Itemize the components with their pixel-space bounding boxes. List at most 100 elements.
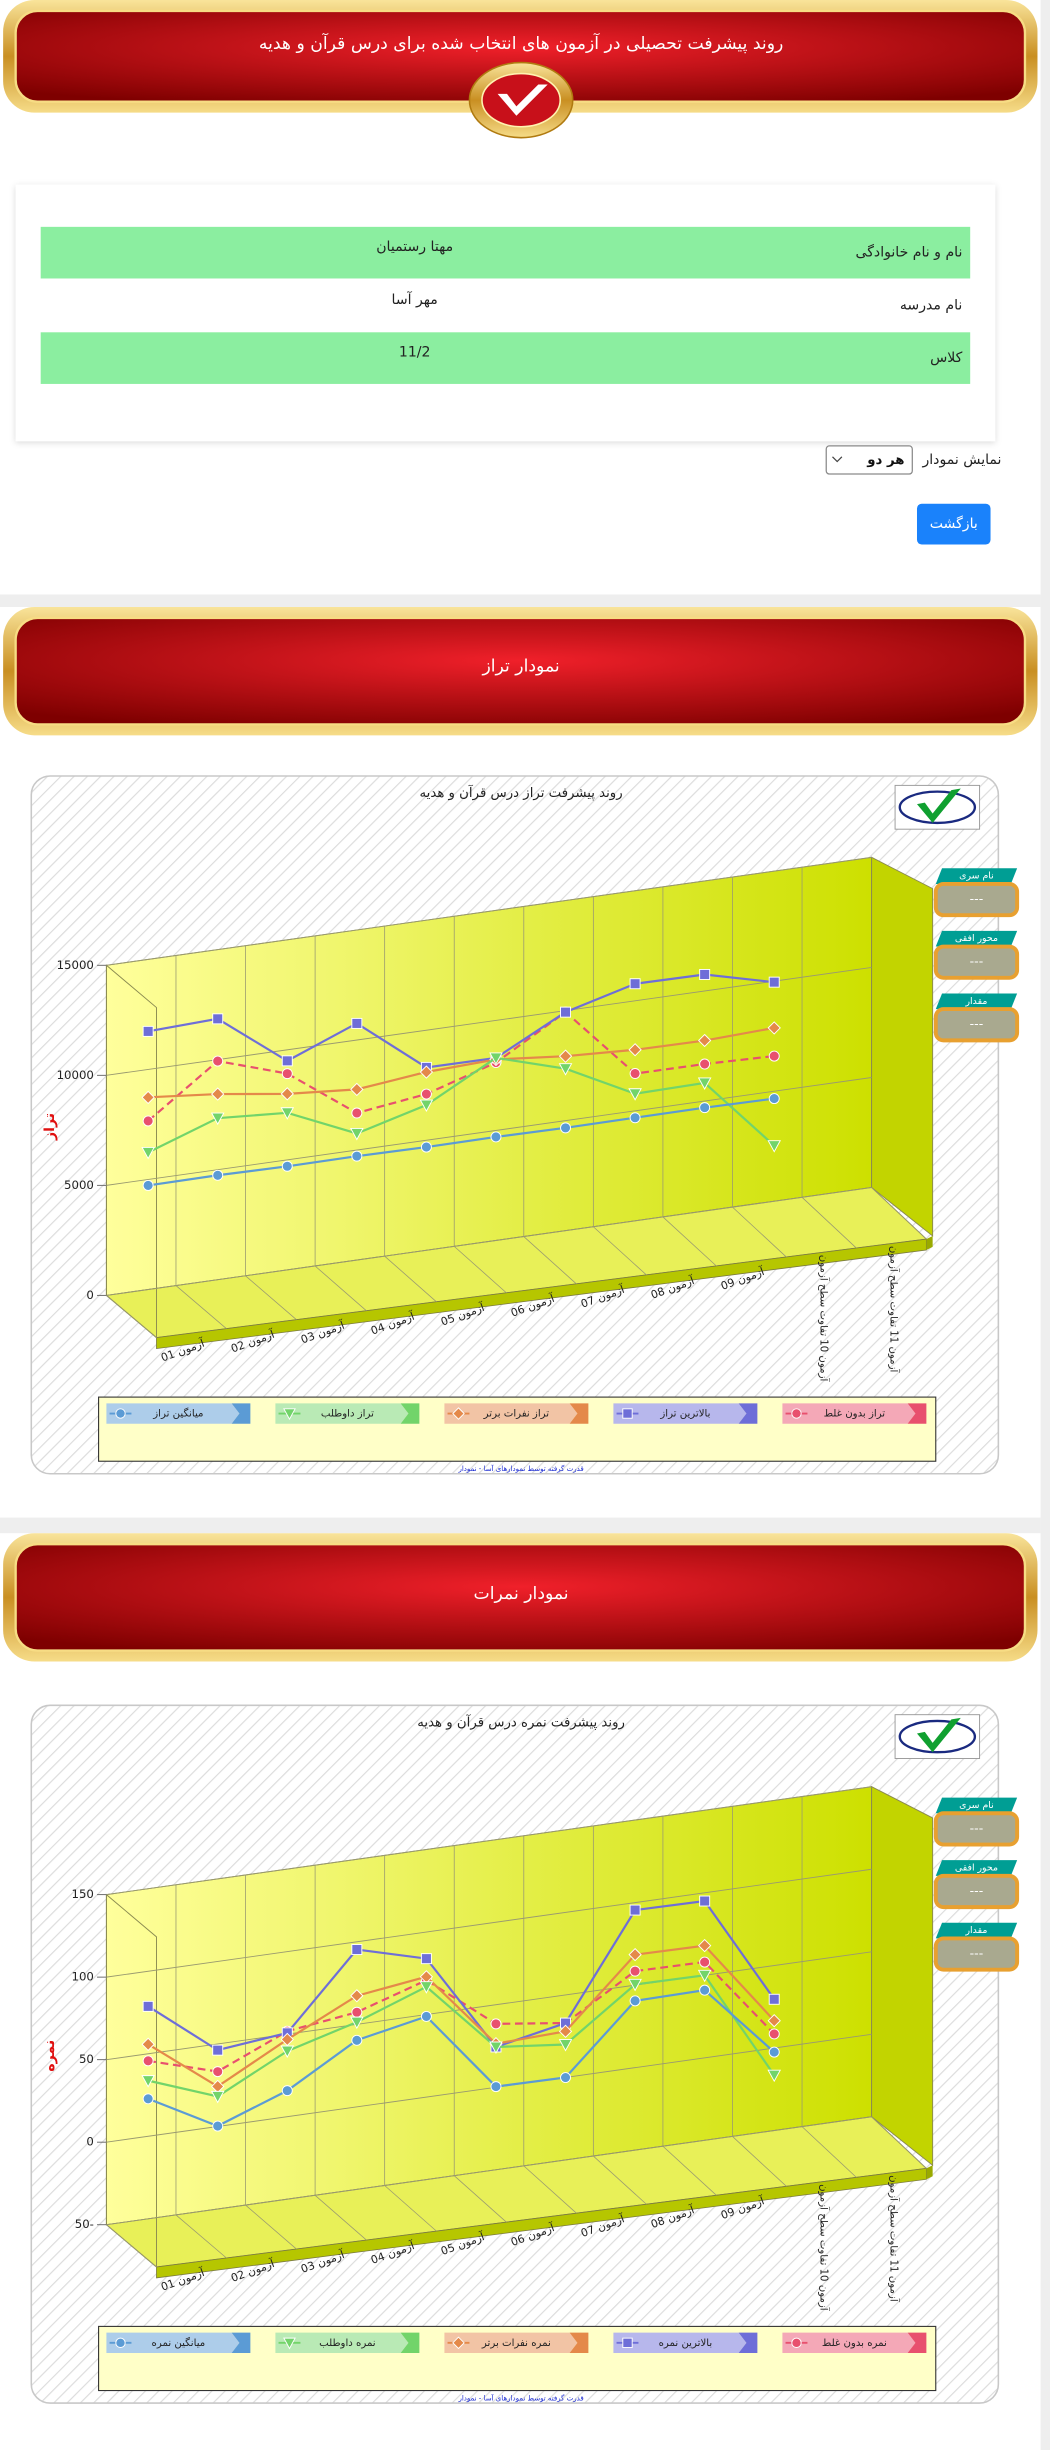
marker [280, 2032, 294, 2047]
floor-edge-side [926, 1235, 933, 1251]
marker [420, 1953, 432, 1965]
marker [351, 2006, 363, 2018]
marker [767, 1140, 782, 1153]
y-tick-label: 0 [86, 1288, 93, 1302]
series-line [147, 1010, 775, 1122]
marker [280, 2045, 295, 2058]
grid-line [106, 856, 872, 966]
info-tag [935, 1860, 1018, 1876]
grid-line [106, 966, 872, 1076]
info-value: --- [970, 891, 984, 906]
marker [629, 978, 641, 990]
info-label: محور افقی [955, 933, 998, 944]
marker [452, 1407, 465, 1420]
marker [351, 1944, 363, 1956]
banner-body [14, 616, 1027, 726]
marker [142, 2055, 154, 2067]
chart-select-value: هر دو [866, 453, 904, 468]
marker [558, 2039, 573, 2052]
info-box [933, 881, 1020, 918]
marker [350, 1082, 364, 1097]
back-button-label: بازگشت [930, 515, 978, 532]
legend-chip[interactable] [275, 1403, 409, 1424]
legend-chip[interactable] [444, 2332, 578, 2354]
y-tick-label: 10000 [57, 1068, 94, 1082]
info-box [933, 1811, 1020, 1847]
marker [212, 2120, 224, 2132]
floor-divider [523, 1236, 577, 1285]
marker [768, 976, 780, 988]
logo-inner [481, 72, 561, 128]
marker [212, 1055, 224, 1067]
legend-tab [400, 2332, 420, 2354]
legend-chip[interactable] [782, 2332, 916, 2354]
chart-footer: قدرت گرفته توسط نمودارهای آسا - نمودار [457, 1464, 583, 1473]
series-line [147, 1056, 776, 1154]
table-row [40, 226, 971, 279]
marker [628, 1978, 642, 1992]
legend-tab [231, 1403, 251, 1424]
floor-divider [453, 2175, 507, 2223]
legend-chip[interactable] [444, 1403, 578, 1424]
floor-edge-side [926, 2165, 933, 2180]
legend-chip[interactable] [275, 2332, 409, 2354]
marker [560, 2072, 572, 2084]
marker [142, 1179, 154, 1191]
marker [628, 1088, 642, 1101]
chart-logo-check [916, 1717, 961, 1753]
marker [629, 1965, 641, 1977]
legend-tab [231, 2332, 251, 2354]
y-axis-title: تراز [42, 1113, 58, 1141]
legend-label: بالاترین تراز [659, 1409, 710, 1420]
legend-label: تراز بدون غلط [824, 1409, 886, 1420]
marker [142, 1115, 154, 1127]
marker [141, 1146, 155, 1160]
marker [210, 1112, 225, 1126]
back-button[interactable] [916, 503, 991, 545]
legend-chip[interactable] [106, 2332, 240, 2354]
marker [351, 1150, 363, 1162]
info-value: --- [970, 954, 984, 969]
x-tick-label: آزمون 10 تفاوت سطح آزمون [818, 2184, 831, 2312]
marker [281, 2085, 293, 2097]
info-value: --- [970, 1883, 984, 1898]
banner-title: نمودار تراز [481, 656, 559, 676]
grid-line [106, 1077, 872, 1186]
marker [791, 1408, 802, 1419]
marker [629, 1995, 641, 2007]
chart-select-label: نمایش نمودار [921, 452, 1001, 468]
floor-divider [106, 2224, 157, 2268]
marker [699, 1102, 711, 1114]
marker [141, 1090, 155, 1105]
info-box [933, 1936, 1020, 1972]
side-wall [871, 1785, 934, 2167]
y-tick-label: 150 [72, 1887, 94, 1901]
legend-label: تراز نفرات برتر [483, 1409, 550, 1420]
floor-divider [801, 1197, 857, 1249]
legend-chip[interactable] [613, 2332, 747, 2354]
legend-chip[interactable] [782, 1403, 916, 1424]
marker [629, 1904, 641, 1916]
grid-line [106, 2033, 872, 2143]
series-line [148, 1026, 775, 1099]
legend-tab [907, 1403, 927, 1424]
legend-chip[interactable] [106, 1403, 240, 1424]
marker [280, 1087, 294, 1101]
marker [622, 1408, 633, 1419]
marker [350, 1127, 364, 1141]
banner-title: روند پیشرفت تحصیلی در آزمون های انتخاب ش… [259, 32, 783, 54]
info-label: مقدار [965, 996, 988, 1007]
legend-chip[interactable] [613, 1403, 747, 1424]
marker [558, 2024, 573, 2039]
table-row [40, 332, 971, 384]
marker [141, 2075, 155, 2088]
marker [142, 2093, 154, 2105]
marker [697, 1033, 712, 1048]
legend-label: بالاترین نمره [659, 2338, 713, 2349]
chart-select[interactable] [825, 445, 913, 475]
marker [212, 1013, 224, 1025]
legend-label: تراز داوطلب [321, 1409, 374, 1420]
info-box [933, 1873, 1020, 1910]
info-tag [935, 1797, 1018, 1814]
